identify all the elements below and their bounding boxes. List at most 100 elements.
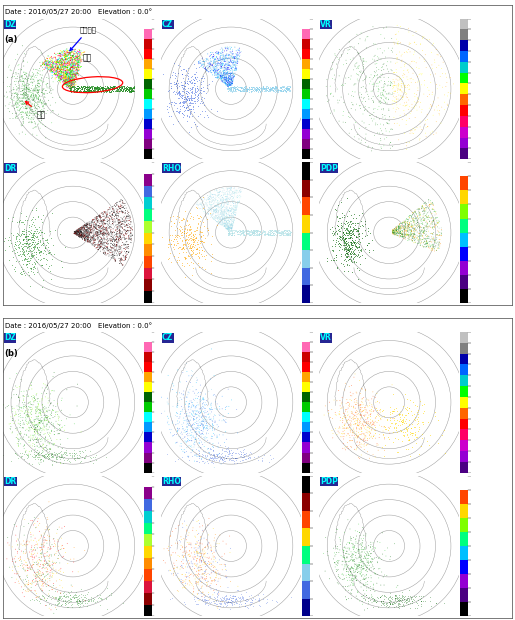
Point — [415, 228, 423, 238]
Point — [351, 570, 359, 580]
Point — [57, 405, 65, 415]
Point — [351, 241, 359, 250]
Point — [392, 228, 400, 237]
Point — [346, 233, 354, 243]
Point — [254, 86, 262, 96]
Point — [214, 193, 222, 203]
Point — [229, 60, 237, 70]
Point — [422, 221, 430, 231]
Point — [94, 84, 102, 94]
Point — [116, 206, 124, 216]
Point — [391, 229, 399, 239]
Point — [253, 451, 262, 461]
Point — [12, 409, 20, 419]
Point — [102, 229, 111, 239]
Point — [229, 53, 237, 63]
Point — [77, 46, 85, 56]
Point — [163, 418, 171, 428]
Point — [68, 66, 76, 76]
Point — [64, 68, 72, 78]
Point — [92, 82, 100, 92]
Point — [231, 598, 239, 608]
Point — [357, 135, 366, 145]
Point — [222, 49, 231, 59]
Point — [224, 193, 232, 203]
Point — [130, 82, 138, 92]
Point — [369, 39, 377, 49]
Point — [68, 63, 76, 73]
Point — [415, 214, 423, 224]
Point — [119, 85, 127, 95]
Point — [285, 84, 293, 94]
Point — [44, 238, 53, 248]
Point — [194, 570, 202, 580]
Point — [393, 229, 402, 239]
Point — [325, 397, 334, 407]
Point — [109, 220, 117, 230]
Point — [221, 215, 229, 225]
Point — [99, 229, 107, 239]
Point — [31, 428, 39, 438]
Point — [65, 54, 74, 64]
Point — [67, 78, 75, 88]
Point — [233, 405, 241, 415]
Point — [271, 84, 280, 94]
Point — [67, 78, 76, 88]
Point — [185, 371, 193, 381]
Point — [370, 595, 378, 605]
Point — [22, 566, 30, 576]
Point — [190, 93, 198, 103]
Point — [68, 66, 76, 76]
Point — [80, 222, 88, 232]
Point — [56, 58, 64, 68]
Point — [391, 225, 399, 235]
Point — [362, 133, 370, 143]
Point — [359, 62, 367, 72]
Point — [22, 84, 30, 94]
Point — [219, 76, 227, 86]
Point — [20, 113, 28, 123]
Point — [41, 414, 49, 424]
Point — [394, 224, 403, 234]
Point — [244, 225, 252, 235]
Point — [428, 219, 436, 229]
Point — [125, 234, 133, 244]
Point — [42, 249, 50, 259]
Point — [395, 221, 403, 231]
Point — [222, 79, 231, 89]
Point — [341, 560, 349, 570]
Point — [348, 550, 356, 560]
Point — [339, 228, 348, 238]
Point — [62, 69, 70, 79]
Point — [54, 109, 62, 119]
Point — [56, 65, 64, 75]
Point — [41, 58, 49, 68]
Point — [37, 546, 45, 556]
Bar — [460, 518, 469, 532]
Point — [271, 85, 280, 95]
Point — [363, 407, 371, 417]
Point — [20, 99, 28, 109]
Point — [324, 551, 332, 560]
Point — [339, 552, 347, 562]
Point — [219, 210, 228, 219]
Point — [82, 235, 90, 245]
Point — [109, 81, 117, 91]
Point — [226, 72, 234, 82]
Point — [58, 67, 66, 77]
Point — [61, 71, 70, 81]
Point — [390, 68, 398, 78]
Point — [229, 194, 237, 204]
Point — [359, 420, 367, 430]
Point — [40, 556, 48, 565]
Point — [19, 247, 27, 257]
Point — [9, 252, 17, 262]
Point — [8, 95, 16, 105]
Point — [70, 71, 78, 81]
Point — [368, 542, 376, 552]
Point — [231, 203, 239, 213]
Point — [259, 81, 267, 91]
Point — [70, 419, 78, 429]
Point — [405, 113, 414, 123]
Point — [64, 50, 72, 60]
